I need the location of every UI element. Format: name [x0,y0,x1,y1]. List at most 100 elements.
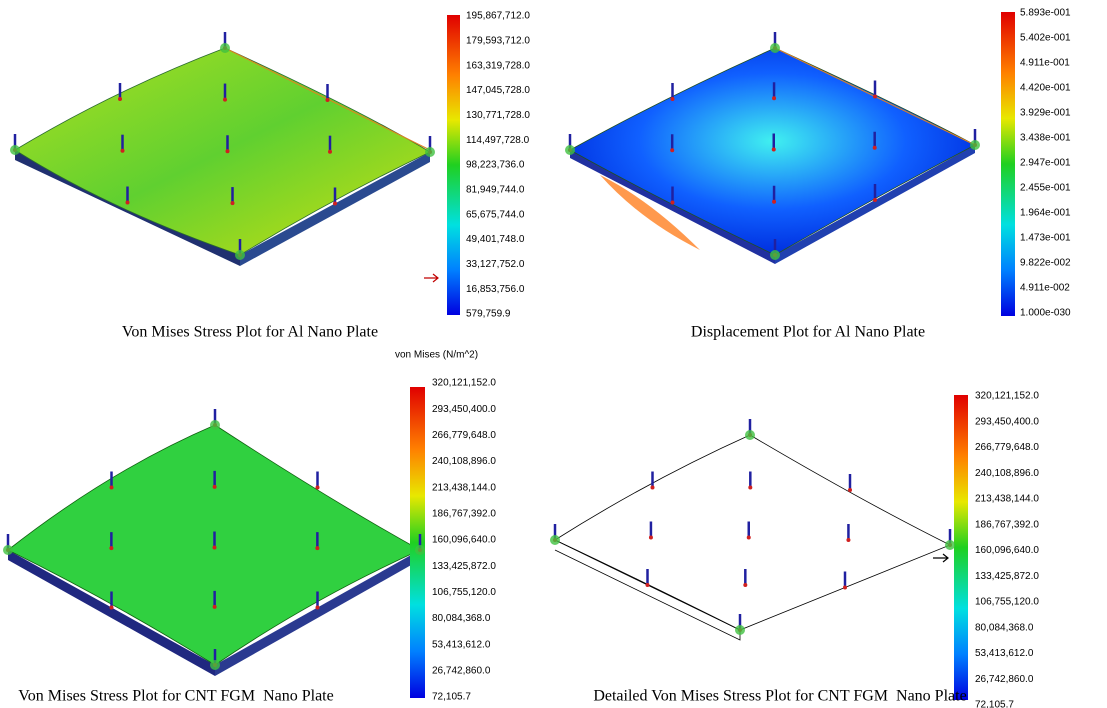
support [735,625,745,635]
support [415,545,425,555]
legend-label: 240,108,896.0 [975,468,1039,479]
legend-label: 213,438,144.0 [975,494,1039,505]
support [235,250,245,260]
pin-head [328,150,332,154]
legend-label: 53,413,612.0 [432,639,491,650]
legend-label: 147,045,728.0 [466,85,530,96]
support [425,147,435,157]
pin-head [848,488,852,492]
legend-label: 2.947e-001 [1020,158,1071,169]
support [210,420,220,430]
legend-label: 133,425,872.0 [975,571,1039,582]
legend-label: 293,450,400.0 [432,404,496,415]
pin-head [651,486,655,490]
pin-head [333,202,337,206]
legend-label: 579,759.9 [466,309,511,320]
pin-head [316,606,320,610]
support [220,43,230,53]
support [745,430,755,440]
pin-head [843,586,847,590]
colorbar [410,387,425,698]
legend-label: 3.438e-001 [1020,133,1071,144]
legend-label: 72,105.7 [432,692,471,703]
pin-head [873,198,877,202]
pin-head [747,536,751,540]
legend-label: 98,223,736.0 [466,160,525,171]
legend-label: 160,096,640.0 [975,545,1039,556]
legend-label: 114,497,728.0 [466,135,530,146]
pin-head [873,95,877,99]
legend-label: 130,771,728.0 [466,110,530,121]
support [550,535,560,545]
legend-label: 186,767,392.0 [975,519,1039,530]
legend-label: 160,096,640.0 [432,535,496,546]
legend-label: 240,108,896.0 [432,456,496,467]
colorbar [954,395,968,700]
legend-label: 133,425,872.0 [432,561,496,572]
pin-head [873,146,877,150]
legend-label: 1.964e-001 [1020,208,1071,219]
legend-label: 16,853,756.0 [466,284,525,295]
pin-head [646,583,650,587]
pin-head [126,201,130,205]
pin-head [213,546,217,550]
legend-label: 26,742,860.0 [975,674,1034,685]
pin-head [772,96,776,100]
pin-head [772,148,776,152]
colorbar [1001,12,1015,316]
pin-head [213,485,217,489]
pin-head [671,201,675,205]
legend-label: 266,779,648.0 [432,430,496,441]
support [945,540,955,550]
pin-head [223,98,227,102]
unit-label: von Mises (N/m^2) [395,350,478,361]
legend-label: 81,949,744.0 [466,184,525,195]
support [770,250,780,260]
pin-head [649,536,653,540]
plate [570,48,975,255]
legend-label: 9.822e-002 [1020,258,1071,269]
pin-head [109,546,113,550]
legend-label: 213,438,144.0 [432,482,496,493]
pin-head [772,200,776,204]
legend-label: 186,767,392.0 [432,508,496,519]
legend-label: 2.455e-001 [1020,183,1071,194]
legend-label: 33,127,752.0 [466,259,525,270]
colorbar-arrow [424,274,438,282]
legend-label: 106,755,120.0 [432,587,496,598]
legend-label: 1.000e-030 [1020,308,1071,319]
pin-head [110,606,114,610]
support [210,660,220,670]
pin-head [121,149,125,153]
legend-label: 163,319,728.0 [466,60,530,71]
support [770,43,780,53]
legend-label: 320,121,152.0 [432,378,496,389]
legend-label: 53,413,612.0 [975,648,1034,659]
support [3,545,13,555]
legend-label: 80,084,368.0 [432,613,491,624]
legend-label: 72,105.7 [975,700,1014,708]
legend-label: 26,742,860.0 [432,665,491,676]
pin-head [671,97,675,101]
colorbar-arrow [933,554,948,562]
pin-head [670,148,674,152]
pin-head [231,201,235,205]
legend-label: 293,450,400.0 [975,416,1039,427]
support [565,145,575,155]
legend-label: 5.402e-001 [1020,33,1071,44]
pin-head [315,546,319,550]
colorbar [447,15,460,315]
pin-head [110,486,114,490]
pin-head [118,97,122,101]
pin-head [846,538,850,542]
caption: Displacement Plot for Al Nano Plate [691,324,925,341]
pin-head [316,486,320,490]
legend-label: 1.473e-001 [1020,233,1071,244]
legend-label: 266,779,648.0 [975,442,1039,453]
pin-head [213,605,217,609]
legend-label: 49,401,748.0 [466,234,525,245]
caption: Von Mises Stress Plot for CNT FGM Nano P… [18,688,333,705]
legend-label: 195,867,712.0 [466,11,530,22]
legend-label: 80,084,368.0 [975,622,1034,633]
legend-label: 65,675,744.0 [466,209,525,220]
